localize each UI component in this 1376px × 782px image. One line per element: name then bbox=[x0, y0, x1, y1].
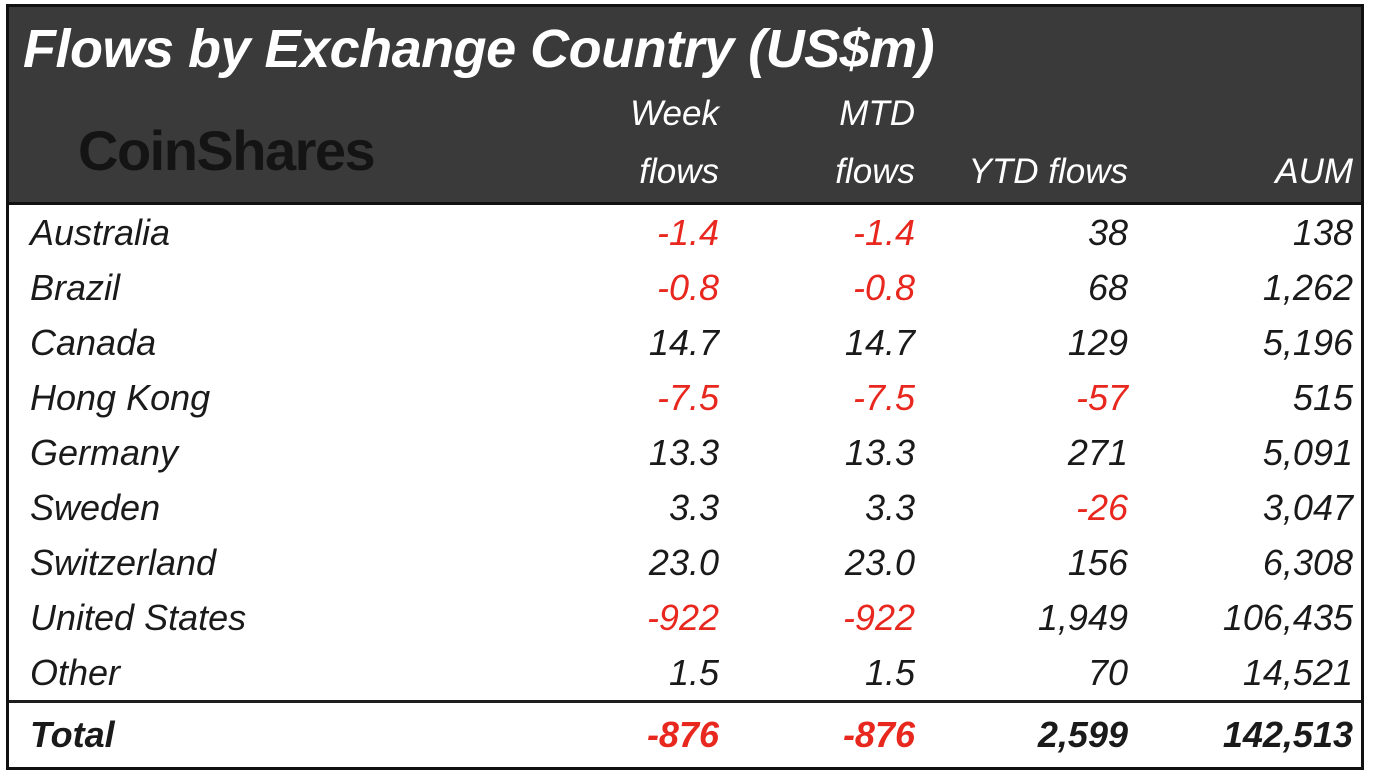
table-row: United States -922 -922 1,949 106,435 bbox=[9, 590, 1361, 645]
country-cell: Canada bbox=[30, 321, 157, 363]
country-cell: Hong Kong bbox=[30, 376, 211, 418]
mtd-cell: -1.4 bbox=[852, 211, 915, 253]
coinshares-logo-text: CoinShares bbox=[78, 118, 376, 182]
table-row: Australia -1.4 -1.4 38 138 bbox=[9, 205, 1361, 260]
table-header: Flows by Exchange Country (US$m) CoinSha… bbox=[9, 7, 1361, 205]
week-cell: 23.0 bbox=[648, 541, 719, 583]
mtd-cell: 1.5 bbox=[864, 651, 915, 693]
ytd-cell: 271 bbox=[1067, 431, 1128, 473]
mtd-cell: 13.3 bbox=[844, 431, 915, 473]
week-cell: -1.4 bbox=[656, 211, 719, 253]
table-row: Brazil -0.8 -0.8 68 1,262 bbox=[9, 260, 1361, 315]
mtd-cell: -7.5 bbox=[852, 376, 915, 418]
mtd-cell: 3.3 bbox=[864, 486, 915, 528]
column-header-ytd-flows: YTD flows bbox=[968, 152, 1128, 191]
column-header-week-line2: flows bbox=[639, 152, 719, 191]
total-label: Total bbox=[30, 714, 115, 755]
table-row: Canada 14.7 14.7 129 5,196 bbox=[9, 315, 1361, 370]
coinshares-logo: CoinShares bbox=[30, 104, 529, 183]
column-header-mtd-line2: flows bbox=[835, 152, 915, 191]
country-cell: United States bbox=[30, 596, 247, 638]
column-header-mtd-flows: MTD flows bbox=[719, 85, 915, 201]
flows-table-card: Flows by Exchange Country (US$m) CoinSha… bbox=[6, 4, 1364, 770]
total-week-cell: -876 bbox=[646, 714, 719, 755]
column-header-week-flows: Week flows bbox=[529, 85, 719, 201]
column-header-aum: AUM bbox=[1275, 152, 1353, 191]
country-cell: Other bbox=[30, 651, 121, 693]
mtd-cell: 23.0 bbox=[844, 541, 915, 583]
aum-cell: 138 bbox=[1292, 211, 1353, 253]
aum-cell: 3,047 bbox=[1262, 486, 1353, 528]
country-cell: Australia bbox=[30, 211, 171, 253]
mtd-cell: 14.7 bbox=[844, 321, 915, 363]
mtd-cell: -0.8 bbox=[852, 266, 915, 308]
country-cell: Germany bbox=[30, 431, 179, 473]
country-cell: Switzerland bbox=[30, 541, 217, 583]
ytd-cell: 38 bbox=[1087, 211, 1128, 253]
table-row: Hong Kong -7.5 -7.5 -57 515 bbox=[9, 370, 1361, 425]
week-cell: -0.8 bbox=[656, 266, 719, 308]
week-cell: 3.3 bbox=[668, 486, 719, 528]
table-row: Sweden 3.3 3.3 -26 3,047 bbox=[9, 480, 1361, 535]
ytd-cell: 70 bbox=[1087, 651, 1128, 693]
page-title: Flows by Exchange Country (US$m) bbox=[23, 19, 935, 79]
ytd-cell: 156 bbox=[1067, 541, 1128, 583]
column-header-row: CoinShares Week flows MTD flows YTD flow… bbox=[9, 85, 1361, 207]
week-cell: 1.5 bbox=[668, 651, 719, 693]
ytd-cell: 1,949 bbox=[1037, 596, 1128, 638]
aum-cell: 5,196 bbox=[1262, 321, 1353, 363]
aum-cell: 106,435 bbox=[1222, 596, 1353, 638]
week-cell: -7.5 bbox=[656, 376, 719, 418]
aum-cell: 5,091 bbox=[1262, 431, 1353, 473]
aum-cell: 1,262 bbox=[1262, 266, 1353, 308]
country-cell: Sweden bbox=[30, 486, 161, 528]
table-row: Other 1.5 1.5 70 14,521 bbox=[9, 645, 1361, 700]
table-body: Australia -1.4 -1.4 38 138 Brazil -0.8 -… bbox=[9, 205, 1361, 700]
week-cell: 14.7 bbox=[648, 321, 719, 363]
aum-cell: 14,521 bbox=[1242, 651, 1353, 693]
country-cell: Brazil bbox=[30, 266, 121, 308]
ytd-cell: -57 bbox=[1075, 376, 1128, 418]
aum-cell: 515 bbox=[1292, 376, 1353, 418]
total-ytd-cell: 2,599 bbox=[1037, 714, 1128, 755]
column-header-mtd-line1: MTD bbox=[839, 94, 915, 133]
column-header-week-line1: Week bbox=[630, 94, 719, 133]
ytd-cell: 129 bbox=[1067, 321, 1128, 363]
mtd-cell: -922 bbox=[842, 596, 915, 638]
week-cell: 13.3 bbox=[648, 431, 719, 473]
ytd-cell: -26 bbox=[1075, 486, 1128, 528]
table-row: Germany 13.3 13.3 271 5,091 bbox=[9, 425, 1361, 480]
ytd-cell: 68 bbox=[1087, 266, 1128, 308]
total-row: Total -876 -876 2,599 142,513 bbox=[9, 700, 1361, 767]
aum-cell: 6,308 bbox=[1262, 541, 1353, 583]
week-cell: -922 bbox=[646, 596, 719, 638]
total-aum-cell: 142,513 bbox=[1222, 714, 1353, 755]
table-row: Switzerland 23.0 23.0 156 6,308 bbox=[9, 535, 1361, 590]
total-mtd-cell: -876 bbox=[842, 714, 915, 755]
